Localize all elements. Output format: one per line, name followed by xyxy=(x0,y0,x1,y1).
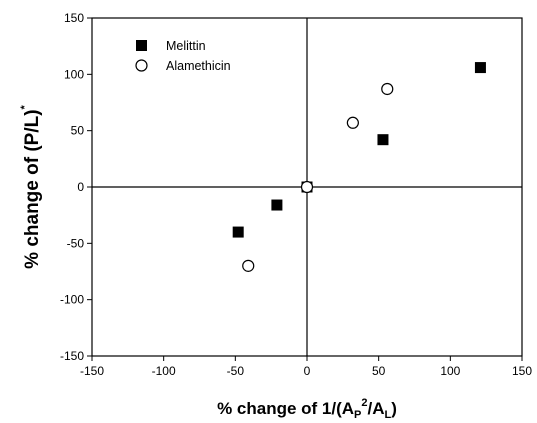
y-axis-title: % change of (P/L)* xyxy=(19,104,43,268)
x-tick-label: 50 xyxy=(372,364,386,378)
x-tick-label: -150 xyxy=(80,364,104,378)
y-axis-title-sup-star: * xyxy=(19,104,31,109)
x-axis-title-slash: /A xyxy=(368,399,385,418)
y-tick-label: -50 xyxy=(67,236,85,250)
x-axis-title-sup-2: 2 xyxy=(361,397,367,409)
legend-marker-alamethicin xyxy=(135,59,148,72)
x-axis-title-close: ) xyxy=(391,399,397,418)
data-point-alamethicin xyxy=(381,82,394,96)
data-point-melittin xyxy=(377,134,389,146)
y-tick-label: 100 xyxy=(64,67,84,81)
y-tick-label: -100 xyxy=(60,293,84,307)
legend-label-melittin: Melittin xyxy=(166,39,206,53)
data-point-alamethicin xyxy=(242,259,255,272)
legend: Melittin Alamethicin xyxy=(135,39,231,73)
x-tick-label: -100 xyxy=(152,364,176,378)
x-tick-label: 100 xyxy=(440,364,460,378)
data-point-alamethicin xyxy=(346,116,359,129)
y-axis-title-main: % change of (P/L) xyxy=(22,109,43,268)
x-axis-title-sub-p: P xyxy=(354,409,361,421)
data-point-melittin xyxy=(232,226,244,238)
data-point-alamethicin xyxy=(300,180,314,194)
legend-marker-melittin xyxy=(136,40,147,51)
data-points xyxy=(232,62,486,272)
legend-label-alamethicin: Alamethicin xyxy=(166,59,231,73)
y-tick-label: 0 xyxy=(77,180,84,194)
x-tick-label: 0 xyxy=(304,364,311,378)
y-tick-label: -150 xyxy=(60,349,84,363)
data-point-melittin xyxy=(271,199,283,211)
y-tick-label: 150 xyxy=(64,11,84,25)
x-axis-ticks: -150 -100 -50 0 50 100 150 xyxy=(80,356,532,378)
data-point-melittin xyxy=(474,62,486,74)
y-tick-label: 50 xyxy=(71,124,85,138)
x-axis-title-sub-l: L xyxy=(385,409,392,421)
x-tick-label: 150 xyxy=(512,364,532,378)
x-axis-title-main: % change of 1/(A xyxy=(217,399,354,418)
x-tick-label: -50 xyxy=(227,364,245,378)
x-axis-title: % change of 1/(AP2/AL) xyxy=(217,397,397,421)
y-axis-ticks: -150 -100 -50 0 50 100 150 xyxy=(60,11,92,363)
